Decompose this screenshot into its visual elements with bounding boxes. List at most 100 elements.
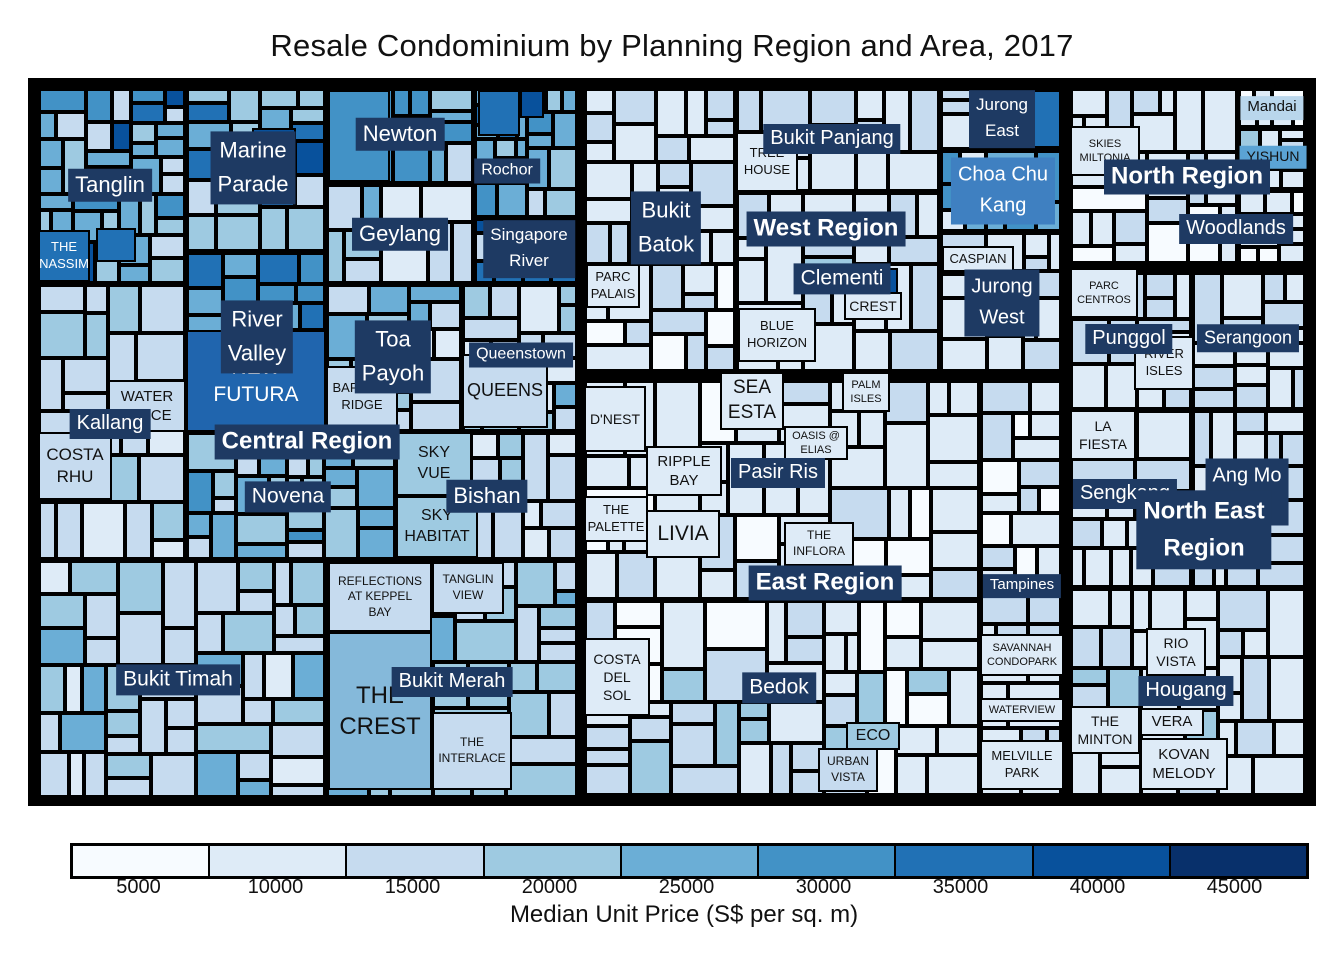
- treemap-tile: [615, 600, 662, 627]
- tile-label-line: LIVIA: [657, 522, 709, 546]
- area-label-tanglin: Tanglin: [68, 168, 152, 202]
- treemap-tile: [767, 600, 786, 663]
- treemap-tile: [1023, 340, 1062, 372]
- label-line: Rochor: [481, 161, 533, 179]
- tile-parc-centros: PARC CENTROS: [1070, 268, 1138, 318]
- label-line: Bukit: [641, 197, 691, 223]
- treemap-tile: [927, 755, 980, 796]
- region-label-east-region: East Region: [748, 565, 902, 601]
- treemap-tile: [662, 669, 705, 702]
- area-label-bedok: Bedok: [742, 672, 816, 704]
- treemap-tile: [1192, 366, 1235, 389]
- treemap-tile: [163, 560, 196, 628]
- tile-label-line: URBAN: [826, 754, 869, 769]
- treemap-tile: [931, 532, 980, 569]
- treemap-tile: [238, 780, 271, 800]
- treemap-tile: [824, 600, 859, 634]
- legend-tick: 35000: [932, 876, 989, 898]
- treemap-tile: [739, 743, 771, 796]
- tile-the-minton: THE MINTON: [1070, 706, 1140, 754]
- tile-costa-rhu: COSTA RHU: [38, 432, 112, 500]
- treemap-tile: [549, 528, 580, 560]
- tile-label-line: SOL: [602, 687, 631, 704]
- treemap-tile: [683, 264, 716, 294]
- treemap-tile: [471, 432, 498, 458]
- treemap-tile: [736, 259, 766, 303]
- treemap-tile: [584, 456, 629, 488]
- tile-label-line: ESTA: [727, 402, 777, 423]
- treemap-tile: [1101, 627, 1132, 668]
- treemap-tile: [38, 312, 85, 358]
- tile-label-line: RIDGE: [341, 397, 383, 412]
- tile-tanglin-view: TANGLIN VIEW: [432, 562, 504, 614]
- treemap-tile: [516, 606, 539, 662]
- treemap-tile: [885, 600, 921, 637]
- area-label-river-valley: River Valley: [220, 300, 294, 374]
- treemap-tile: [614, 88, 656, 124]
- tile-costa-del-sol: COSTA DEL SOL: [584, 638, 650, 716]
- tile-label-line: BAY: [368, 604, 392, 619]
- label-line: Kallang: [76, 412, 144, 434]
- tile-label-line: PALAIS: [590, 286, 636, 301]
- treemap-tile: [369, 284, 409, 314]
- treemap-tile: [357, 468, 396, 508]
- treemap-tile: [889, 488, 910, 539]
- treemap-tile: [940, 114, 971, 150]
- treemap-tile: [859, 411, 885, 447]
- treemap-tile: [131, 123, 156, 143]
- label-line: Bishan: [453, 482, 521, 508]
- treemap-tile: [651, 264, 683, 310]
- treemap-tile: [1243, 630, 1268, 657]
- area-label-jurong-west: Jurong West: [964, 269, 1040, 337]
- treemap-tile: [716, 264, 736, 310]
- treemap-tile: [859, 600, 885, 672]
- treemap-tile: [1222, 272, 1263, 318]
- label-line: Parade: [217, 171, 289, 197]
- tile-the-nassim: THE NASSIM: [38, 230, 90, 282]
- treemap-tile: [771, 743, 791, 796]
- tile-label-line: BAY: [669, 472, 699, 489]
- treemap-tile: [736, 88, 761, 132]
- treemap-tile: [584, 88, 614, 113]
- treemap-tile: [824, 672, 857, 695]
- treemap-tile: [86, 151, 131, 167]
- treemap-tile: [1150, 588, 1185, 631]
- treemap-tile: [125, 502, 152, 560]
- treemap-tile: [358, 528, 396, 560]
- label-line: Bukit Merah: [398, 670, 506, 692]
- tile-label-line: VISTA: [1156, 653, 1196, 669]
- treemap-tile: [1070, 627, 1101, 668]
- treemap-tile: [1279, 244, 1306, 264]
- treemap-tile: [186, 252, 223, 288]
- treemap-tile: [85, 313, 108, 358]
- tile-rio-vista: RIO VISTA: [1146, 628, 1206, 676]
- treemap-tile: [236, 544, 287, 560]
- treemap-tile: [1019, 460, 1062, 487]
- treemap-tile: [452, 222, 474, 284]
- treemap-tile: [1269, 657, 1306, 721]
- treemap-tile: [300, 303, 326, 330]
- tile-label-line: SKY: [417, 444, 450, 462]
- treemap-tile: [896, 755, 927, 796]
- treemap-tile: [106, 711, 140, 736]
- treemap-tile: [549, 148, 580, 189]
- treemap-tile: [656, 88, 686, 136]
- region-label-north-region: North Region: [1104, 159, 1270, 195]
- tile-label-line: PARC: [595, 269, 631, 285]
- treemap-tile: [258, 252, 299, 284]
- treemap-tile: [156, 218, 186, 235]
- label-line: West: [979, 306, 1025, 329]
- area-label-hougang: Hougang: [1138, 676, 1234, 706]
- treemap-tile: [274, 605, 295, 636]
- treemap-tile: [779, 380, 830, 404]
- treemap-tile: [411, 402, 462, 432]
- treemap-tile: [131, 103, 165, 123]
- treemap-tile: [381, 184, 421, 222]
- area-label-rochor: Rochor: [474, 158, 540, 184]
- tile-label-line: THE: [807, 528, 831, 543]
- tile-label-line: BLUE: [760, 318, 794, 334]
- treemap-tile: [150, 258, 186, 284]
- tile-label-line: CREST: [339, 713, 421, 740]
- tile-label-line: SKIES: [1088, 137, 1122, 150]
